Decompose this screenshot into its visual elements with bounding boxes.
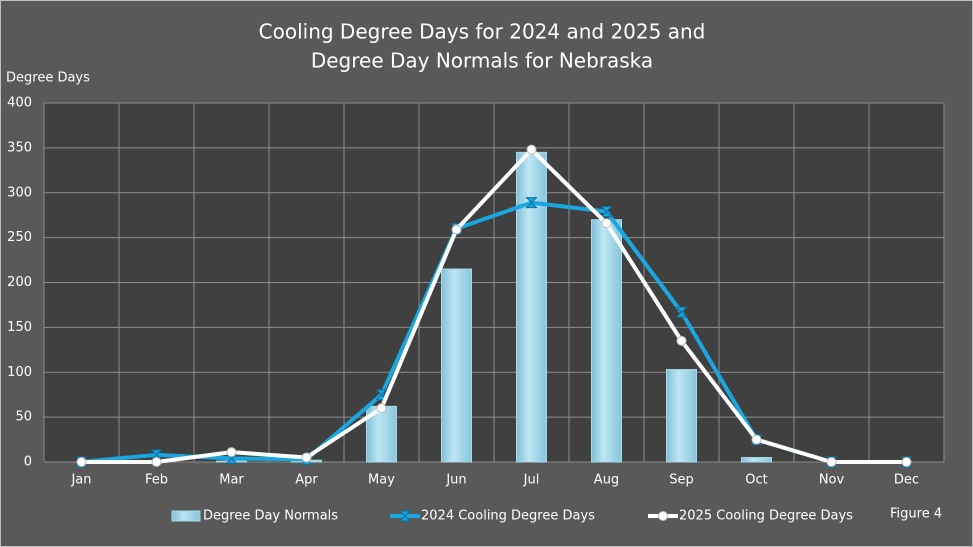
legend-label: Degree Day Normals	[203, 509, 338, 524]
legend-label: 2025 Cooling Degree Days	[679, 509, 853, 524]
x-tick-label: Aug	[594, 473, 619, 488]
line-marker	[751, 434, 762, 445]
y-tick-label: 250	[7, 230, 32, 245]
x-tick-label: Jun	[445, 473, 466, 488]
x-tick-label: Jan	[70, 473, 91, 488]
y-tick-label: 150	[7, 320, 32, 335]
line-marker	[76, 457, 87, 467]
line-marker	[601, 218, 612, 229]
y-tick-label: 200	[7, 275, 32, 290]
line-marker	[151, 457, 162, 467]
x-tick-label: Mar	[219, 473, 244, 488]
y-tick-label: 0	[24, 455, 32, 470]
line-marker	[901, 457, 912, 467]
y-tick-label: 400	[7, 96, 32, 111]
line-marker	[826, 457, 837, 467]
y-tick-label: 50	[15, 410, 32, 425]
line-marker	[451, 224, 462, 235]
legend-marker	[398, 510, 412, 522]
line-marker	[675, 306, 688, 318]
bar	[741, 457, 772, 463]
x-tick-label: Dec	[894, 473, 919, 488]
x-tick-label: Apr	[295, 473, 318, 488]
x-tick-label: Feb	[145, 473, 168, 488]
bar	[666, 369, 697, 463]
line-marker	[376, 403, 387, 414]
bar	[591, 219, 622, 463]
annotation: Figure 4	[890, 507, 942, 522]
x-tick-label: Jul	[523, 473, 540, 488]
bar	[441, 268, 472, 463]
y-tick-label: 350	[7, 140, 32, 155]
line-marker	[150, 449, 163, 461]
line-marker	[525, 197, 538, 209]
line-marker	[226, 447, 237, 458]
legend-label: 2024 Cooling Degree Days	[421, 509, 595, 524]
y-tick-label: 300	[7, 185, 32, 200]
line-marker	[526, 144, 537, 155]
legend-swatch	[171, 510, 201, 522]
chart-title: Cooling Degree Days for 2024 and 2025 an…	[259, 20, 706, 44]
y-axis-label: Degree Days	[6, 71, 90, 86]
line	[81, 147, 907, 464]
legend-marker	[658, 511, 668, 521]
x-tick-label: May	[368, 473, 395, 488]
x-tick-label: Nov	[819, 473, 845, 488]
y-tick-label: 100	[7, 365, 32, 380]
line-marker	[301, 452, 312, 463]
chart-title: Degree Day Normals for Nebraska	[311, 49, 653, 73]
x-tick-label: Sep	[669, 473, 694, 488]
line-marker	[676, 335, 687, 346]
x-tick-label: Oct	[745, 473, 767, 488]
